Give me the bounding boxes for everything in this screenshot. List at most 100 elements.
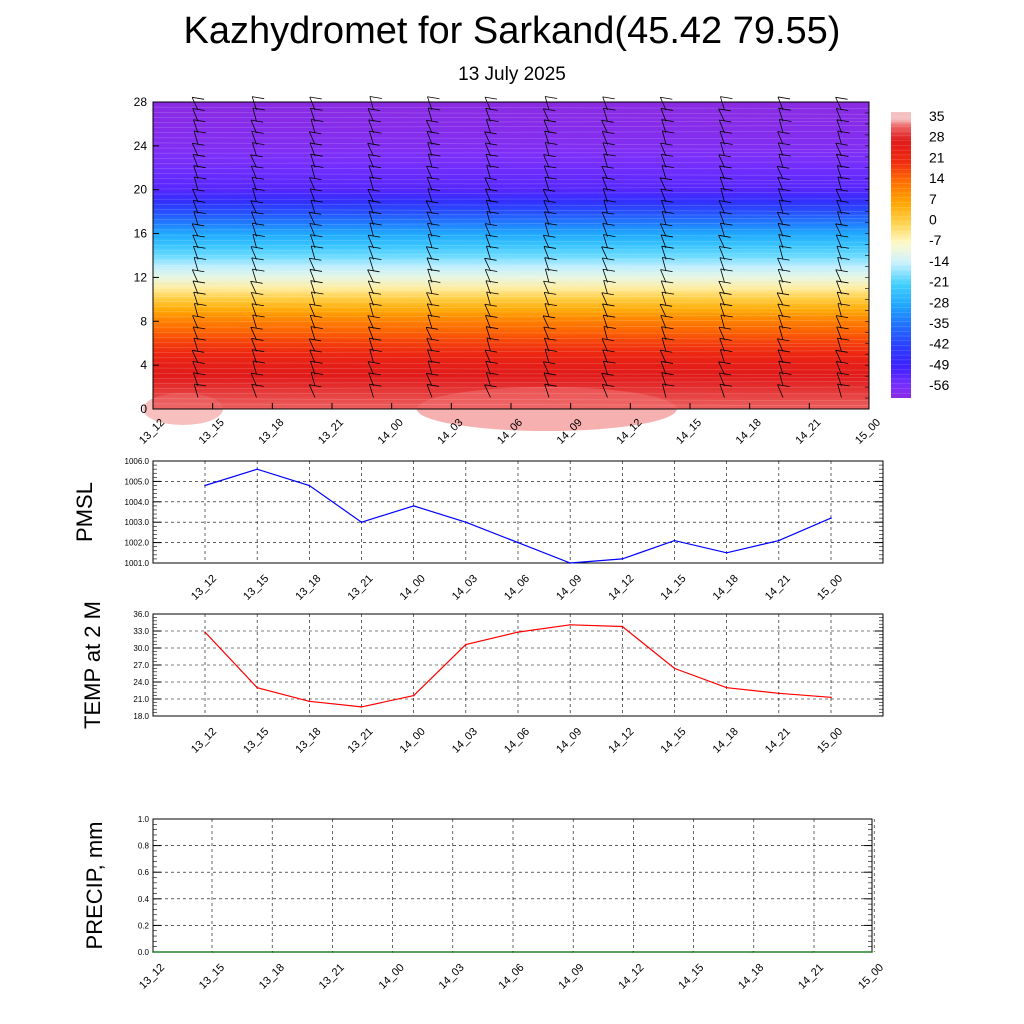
wind-barb-flag [660, 223, 673, 227]
x-tick-label: 13_15 [241, 726, 271, 756]
wind-barb-flag [660, 108, 674, 111]
wind-barb [426, 384, 433, 398]
wind-barb [777, 384, 784, 398]
contour-line [152, 245, 870, 247]
data-point [331, 951, 334, 953]
wind-barb [192, 154, 199, 168]
wind-barb [778, 326, 784, 341]
wind-barb [836, 154, 842, 168]
x-tick-label: 14_21 [763, 726, 793, 756]
wind-barb-flag [192, 269, 205, 273]
wind-barb [486, 211, 491, 226]
wind-barb [602, 142, 608, 157]
wind-barb [426, 165, 433, 180]
x-tick-label: 14_09 [554, 573, 584, 603]
wind-barb-flag [368, 326, 381, 330]
wind-barb [777, 257, 784, 272]
wind-barb-flag [193, 337, 206, 341]
wind-barb-flag [661, 245, 674, 249]
data-point [360, 521, 363, 523]
wind-barb-flag [543, 280, 556, 284]
wind-barb [250, 292, 257, 306]
wind-barb-flag [777, 292, 790, 296]
wind-barb-flag [544, 303, 557, 307]
wind-barb [367, 154, 374, 168]
contour-line [152, 342, 870, 344]
wind-barb [719, 177, 725, 191]
wind-barb [778, 234, 784, 249]
y-tick-label: 0.2 [138, 921, 150, 930]
wind-barb-flag [720, 188, 733, 191]
wind-barb [776, 166, 784, 180]
wind-barb [368, 246, 374, 260]
wind-barb-flag [544, 176, 557, 180]
wind-barb-flag [310, 326, 323, 330]
wind-barb [777, 303, 784, 318]
colorbar-label: -28 [929, 294, 949, 310]
contour-line [152, 275, 870, 278]
contour-line [152, 306, 870, 309]
wind-barb [837, 176, 842, 191]
wind-barb-flag [309, 223, 322, 226]
y-axis-title: PMSL [72, 482, 97, 542]
wind-barb-flag [193, 165, 206, 169]
wind-barb-flag [662, 383, 675, 387]
wind-barb [367, 234, 374, 249]
wind-barb [309, 96, 316, 111]
wind-barb [837, 211, 842, 226]
wind-barb-flag [369, 222, 382, 226]
y-tick-label: 1005.0 [125, 477, 150, 486]
colorbar-label: 21 [929, 149, 945, 165]
wind-barb [661, 383, 667, 398]
wind-barb-flag [545, 142, 558, 145]
wind-barb-flag [837, 211, 850, 215]
wind-barb-flag [484, 384, 497, 388]
wind-barb-flag [192, 315, 205, 319]
wind-barb [835, 350, 842, 364]
wind-barb [718, 235, 725, 249]
wind-barb [368, 326, 374, 341]
wind-barb [602, 188, 608, 203]
wind-barb [191, 223, 199, 237]
wind-barb-flag [777, 257, 790, 261]
wind-barb [835, 188, 842, 203]
wind-barb [661, 211, 667, 226]
wind-barb-flag [719, 130, 733, 134]
wind-barb-flag [543, 372, 557, 376]
wind-barb [602, 269, 608, 283]
wind-barb [777, 349, 784, 364]
x-tick-label: 14_03 [437, 962, 467, 992]
wind-barb [777, 177, 784, 191]
y-tick-label: 27.0 [133, 661, 149, 670]
wind-barb-flag [835, 269, 848, 273]
wind-barb [661, 130, 667, 145]
wind-barb-flag [543, 234, 556, 238]
y-tick-label: 30.0 [133, 644, 149, 653]
contour-line [152, 346, 870, 348]
wind-barb-flag [367, 108, 381, 112]
wind-barb-flag [602, 96, 615, 100]
x-tick-label: 15_00 [815, 573, 845, 603]
contour-line [152, 315, 870, 318]
wind-barb-flag [484, 131, 497, 135]
wind-barb-flag [427, 268, 440, 272]
y-tick-label: 8 [140, 314, 147, 328]
wind-barb [602, 96, 608, 111]
wind-barb-flag [311, 245, 324, 249]
colorbar-label: 35 [929, 108, 945, 124]
wind-barb-flag [310, 234, 323, 238]
wind-barb-flag [369, 337, 382, 341]
data-point [571, 951, 574, 953]
wind-barb [484, 269, 491, 283]
wind-barb-flag [484, 349, 498, 353]
wind-barb [484, 258, 491, 272]
wind-barb [426, 303, 433, 318]
wind-barb-flag [251, 292, 264, 295]
wind-barb [719, 303, 725, 318]
wind-barb [309, 349, 316, 364]
wind-barb-flag [428, 153, 441, 157]
wind-barb-flag [720, 176, 733, 180]
wind-barb-flag [718, 108, 731, 112]
y-tick-label: 16 [134, 227, 148, 241]
wind-barb-flag [311, 291, 324, 295]
